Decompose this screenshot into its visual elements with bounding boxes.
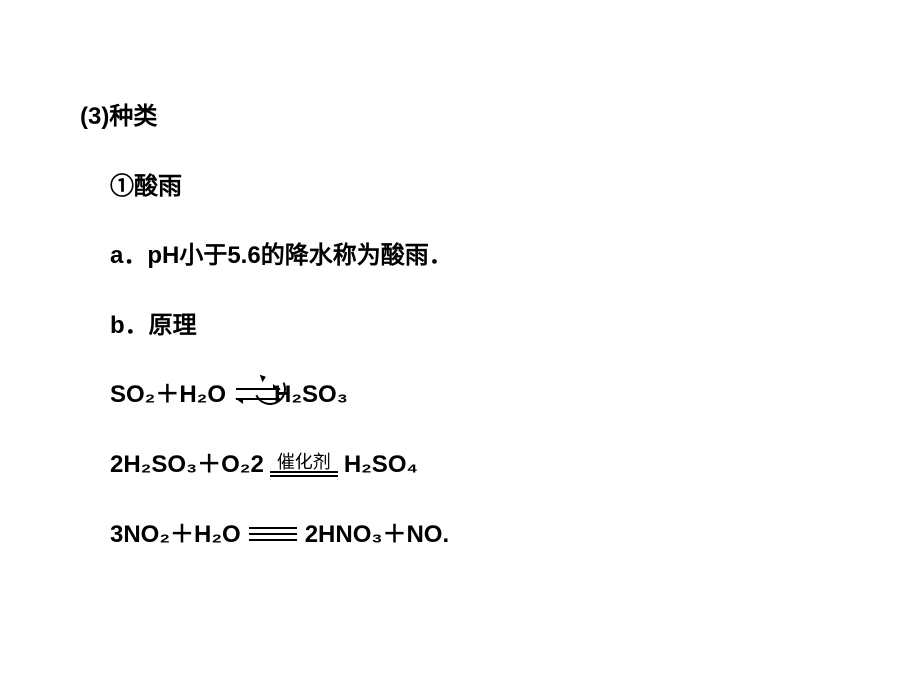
- section-heading-text: (3)种类: [80, 103, 157, 130]
- subitem-1-text: ①酸雨: [110, 173, 182, 200]
- eq2-rhs: H₂SO₄: [344, 448, 418, 482]
- eq3-lhs: 3NO₂＋H₂O: [110, 518, 241, 552]
- eq1-lhs: SO₂＋H₂O: [110, 378, 226, 412]
- eq2-lhs: 2H₂SO₃＋O₂: [110, 448, 250, 482]
- equation-2: 2H₂SO₃＋O₂ 2 催化剂 H₂SO₄: [110, 448, 840, 482]
- equation-3: 3NO₂＋H₂O 2HNO₃＋NO.: [110, 518, 840, 552]
- eq3-rhs: 2HNO₃＋NO.: [305, 518, 449, 552]
- slide: (3)种类 ①酸雨 a．pH小于5.6的降水称为酸雨． b．原理 SO₂＋H₂O…: [0, 0, 920, 690]
- line-b: b．原理: [110, 309, 840, 343]
- line-b-text: b．原理: [110, 312, 197, 339]
- catalyst-label: 催化剂: [277, 453, 331, 471]
- catalyst-arrow-icon: 催化剂: [270, 453, 338, 477]
- line-a: a．pH小于5.6的降水称为酸雨．: [110, 239, 840, 273]
- eq2-coef: 2: [250, 448, 263, 482]
- subitem-1: ①酸雨: [110, 170, 840, 204]
- reversible-arrow-icon: [230, 381, 300, 409]
- triple-line-equals-icon: [249, 525, 297, 543]
- equation-1: SO₂＋H₂O H₂SO₃: [110, 378, 840, 412]
- line-a-text: a．pH小于5.6的降水称为酸雨．: [110, 242, 453, 269]
- section-heading: (3)种类: [80, 100, 840, 134]
